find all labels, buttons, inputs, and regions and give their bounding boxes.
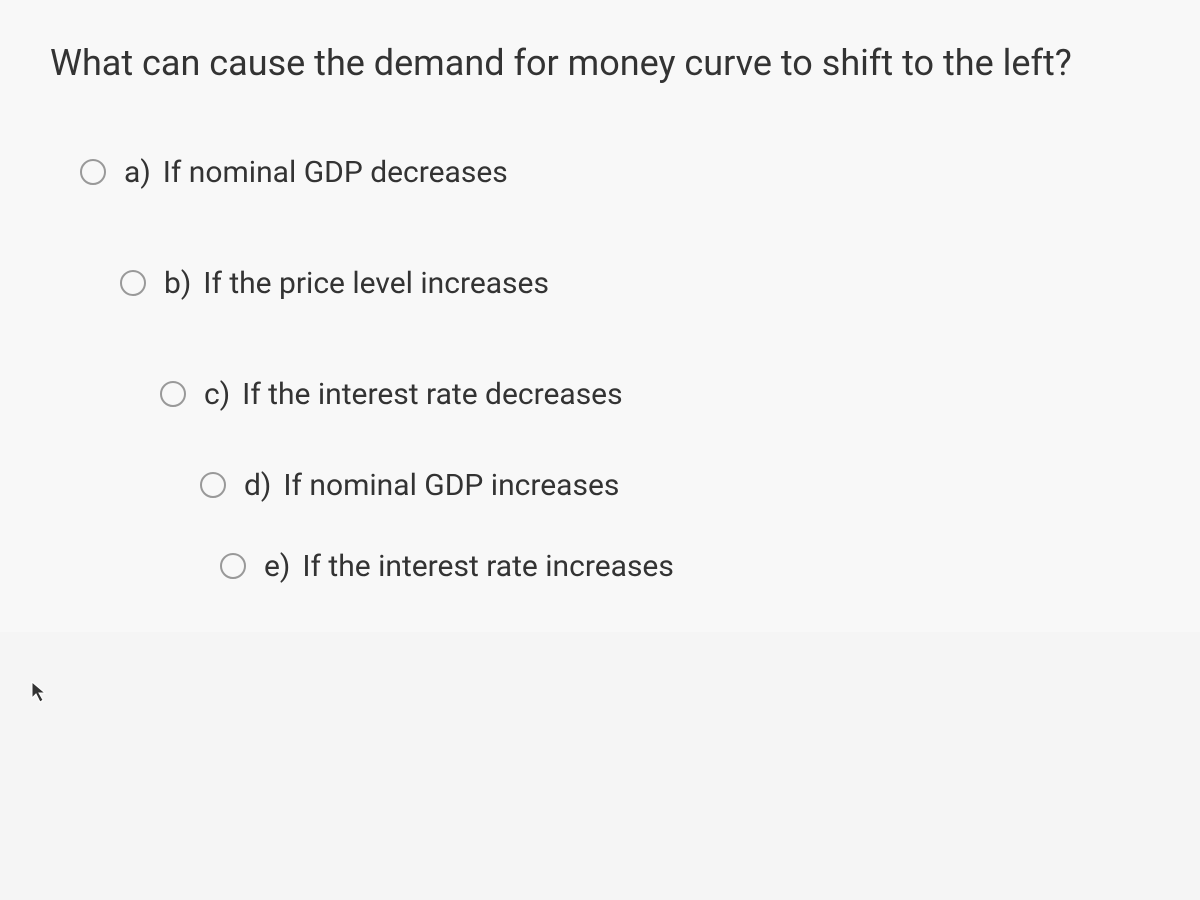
option-c-row[interactable]: c) If the interest rate decreases	[50, 369, 1150, 420]
radio-icon[interactable]	[80, 159, 106, 185]
option-d-row[interactable]: d) If nominal GDP increases	[50, 460, 1150, 511]
option-letter: e)	[264, 549, 290, 584]
option-letter: a)	[124, 155, 151, 190]
option-text: If the interest rate increases	[302, 549, 673, 584]
option-letter: d)	[244, 468, 271, 503]
option-text: If nominal GDP decreases	[163, 155, 508, 190]
cursor-icon	[30, 680, 50, 704]
question-text: What can cause the demand for money curv…	[50, 40, 1150, 87]
option-text: If nominal GDP increases	[283, 468, 619, 503]
option-text: If the interest rate decreases	[242, 377, 622, 412]
option-b-row[interactable]: b) If the price level increases	[50, 258, 1150, 309]
options-list: a) If nominal GDP decreases b) If the pr…	[50, 147, 1150, 592]
option-a-row[interactable]: a) If nominal GDP decreases	[50, 147, 1150, 198]
radio-icon[interactable]	[220, 553, 246, 579]
radio-icon[interactable]	[200, 472, 226, 498]
radio-icon[interactable]	[120, 270, 146, 296]
option-e-row[interactable]: e) If the interest rate increases	[50, 541, 1150, 592]
option-letter: b)	[164, 266, 191, 301]
option-text: If the price level increases	[203, 266, 549, 301]
radio-icon[interactable]	[160, 381, 186, 407]
quiz-container: What can cause the demand for money curv…	[0, 0, 1200, 632]
option-letter: c)	[204, 377, 230, 412]
